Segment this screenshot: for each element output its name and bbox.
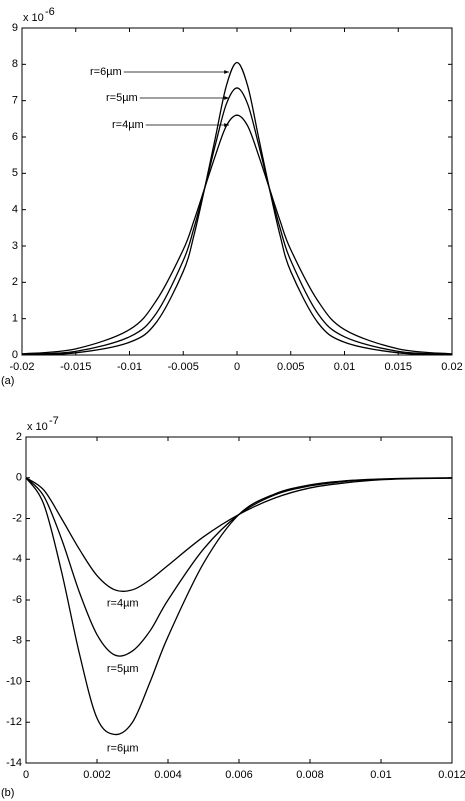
y-tick-label: 7 bbox=[12, 95, 18, 107]
y-tick-label: -14 bbox=[6, 757, 22, 769]
y-tick-label: 0 bbox=[16, 472, 22, 484]
x-tick-label: 0 bbox=[234, 361, 240, 373]
data-line bbox=[21, 87, 453, 355]
y-tick-label: 8 bbox=[12, 58, 18, 70]
x-tick-label: 0.01 bbox=[370, 769, 391, 781]
data-line bbox=[21, 114, 453, 355]
series-label: r=4µm bbox=[107, 598, 139, 610]
y-tick-label: 2 bbox=[16, 431, 22, 443]
y-tick-label: 6 bbox=[12, 131, 18, 143]
plot-frame bbox=[21, 27, 453, 356]
x-tick-label: 0.01 bbox=[334, 361, 355, 373]
y-tick-label: -8 bbox=[12, 635, 22, 647]
x-tick-label: 0.002 bbox=[83, 769, 111, 781]
series-label: r=4µm bbox=[112, 119, 144, 131]
series-label: r=6µm bbox=[107, 742, 139, 754]
series-label: r=5µm bbox=[107, 663, 139, 675]
panel-label: (a) bbox=[1, 375, 14, 387]
x-tick-label: -0.005 bbox=[168, 361, 199, 373]
y-tick-label: -10 bbox=[6, 675, 22, 687]
y-tick-label: -2 bbox=[12, 512, 22, 524]
x-tick-label: 0.004 bbox=[154, 769, 182, 781]
x-tick-label: 0.006 bbox=[225, 769, 253, 781]
plot-frame bbox=[25, 436, 453, 764]
x-tick-label: 0.015 bbox=[384, 361, 412, 373]
data-line bbox=[25, 477, 453, 592]
x-tick-label: 0 bbox=[23, 769, 29, 781]
x-tick-label: 0.02 bbox=[441, 361, 462, 373]
x-tick-label: -0.01 bbox=[117, 361, 142, 373]
scale-exponent: -7 bbox=[49, 415, 59, 427]
x-tick-label: 0.012 bbox=[438, 769, 465, 781]
y-tick-label: 3 bbox=[12, 240, 18, 252]
data-line bbox=[21, 61, 453, 356]
series-label: r=6µm bbox=[90, 66, 122, 78]
y-tick-label: 9 bbox=[12, 22, 18, 34]
y-tick-label: -6 bbox=[12, 594, 22, 606]
y-tick-label: 1 bbox=[12, 313, 18, 325]
panel-label: (b) bbox=[1, 787, 14, 799]
y-tick-label: -4 bbox=[12, 553, 22, 565]
y-tick-label: 2 bbox=[12, 276, 18, 288]
scale-exponent: -6 bbox=[45, 6, 55, 18]
y-tick-label: 0 bbox=[12, 349, 18, 361]
scale-label: x 10 bbox=[27, 421, 48, 433]
x-tick-label: 0.005 bbox=[277, 361, 305, 373]
y-tick-label: 4 bbox=[12, 204, 18, 216]
x-tick-label: -0.02 bbox=[9, 361, 34, 373]
x-tick-label: 0.008 bbox=[296, 769, 324, 781]
y-tick-label: 5 bbox=[12, 167, 18, 179]
series-label: r=5µm bbox=[106, 92, 138, 104]
data-line bbox=[25, 477, 453, 736]
y-tick-label: -12 bbox=[6, 716, 22, 728]
x-tick-label: -0.015 bbox=[60, 361, 91, 373]
scale-label: x 10 bbox=[23, 12, 44, 24]
